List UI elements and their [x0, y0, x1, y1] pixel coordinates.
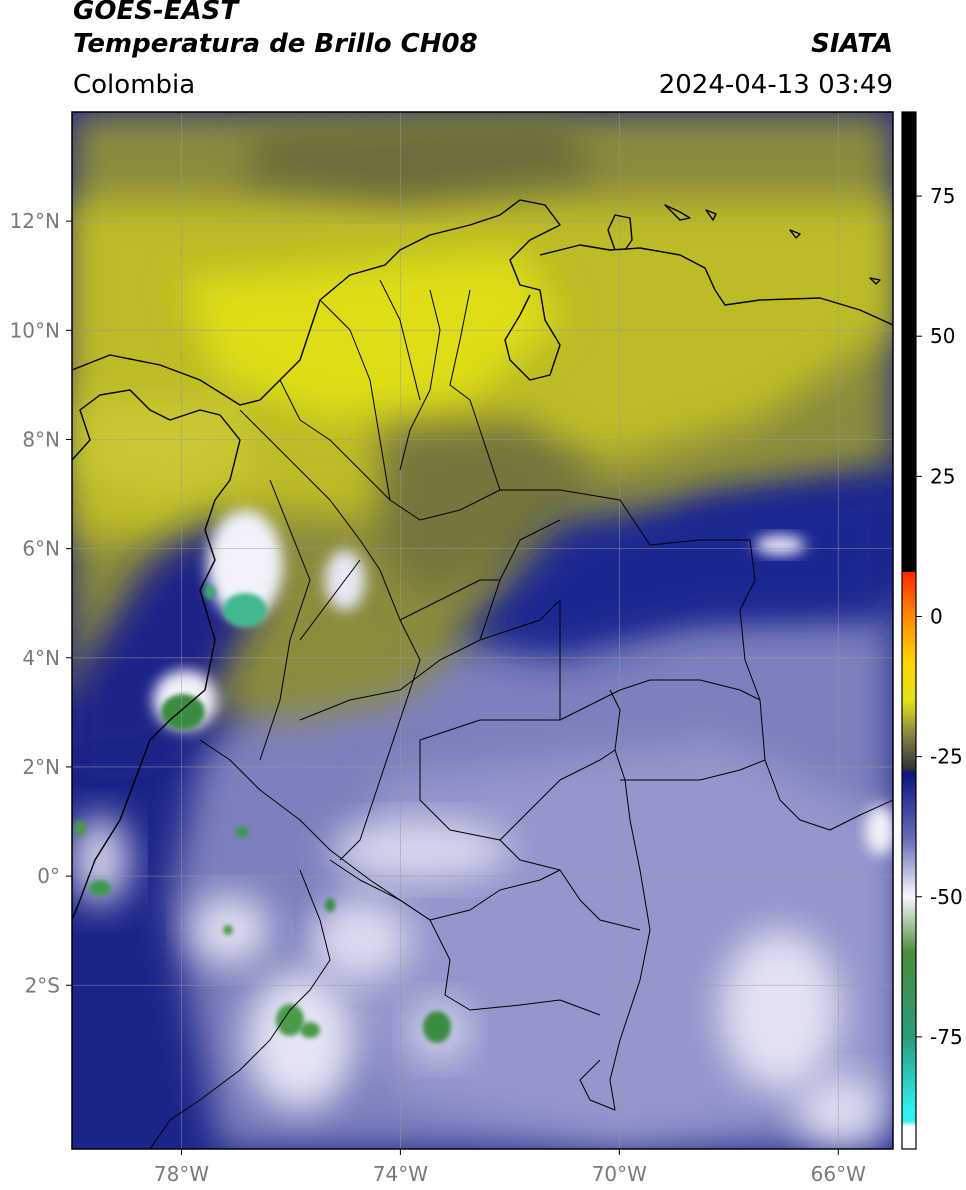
- map-frame: [71, 111, 894, 1150]
- colorbar-tick-label: -50: [930, 885, 963, 909]
- brightness-temperature-map: [72, 112, 893, 1149]
- lat-tick-label: 6°N: [22, 537, 60, 561]
- organization-label: SIATA: [811, 29, 893, 59]
- lat-tick-label: 2°S: [25, 973, 60, 997]
- satellite-title: GOES-EAST: [73, 0, 239, 26]
- lat-tick-label: 2°N: [22, 755, 60, 779]
- colorbar-tick-label: 75: [930, 184, 955, 208]
- colorbar-tick-label: -25: [930, 745, 963, 769]
- colorbar-tick-label: 25: [930, 464, 955, 488]
- colorbar-frame: [901, 111, 917, 1150]
- borders: [149, 279, 893, 1149]
- lon-tick-label: 70°W: [592, 1162, 647, 1186]
- colorbar: 75 50 25 0 -25 -50 -75: [901, 111, 963, 1150]
- colorbar-tick-label: 50: [930, 324, 955, 348]
- longitude-axis: 78°W 74°W 70°W 66°W: [154, 1149, 866, 1186]
- lat-tick-label: 10°N: [10, 318, 60, 342]
- lon-tick-label: 74°W: [373, 1162, 428, 1186]
- lon-tick-label: 78°W: [154, 1162, 209, 1186]
- coastlines: [72, 199, 893, 921]
- lat-tick-label: 0°: [37, 864, 60, 888]
- latitude-axis: 12°N 10°N 8°N 6°N 4°N 2°N 0° 2°S: [10, 209, 72, 997]
- region-label: Colombia: [73, 70, 196, 100]
- lon-tick-label: 66°W: [811, 1162, 866, 1186]
- lat-tick-label: 8°N: [22, 427, 60, 451]
- lat-tick-label: 4°N: [22, 646, 60, 670]
- colorbar-tick-label: -75: [930, 1025, 963, 1049]
- colorbar-tick-label: 0: [930, 604, 943, 628]
- product-title: Temperatura de Brillo CH08: [73, 29, 478, 59]
- lat-tick-label: 12°N: [10, 209, 60, 233]
- timestamp-label: 2024-04-13 03:49: [658, 70, 893, 100]
